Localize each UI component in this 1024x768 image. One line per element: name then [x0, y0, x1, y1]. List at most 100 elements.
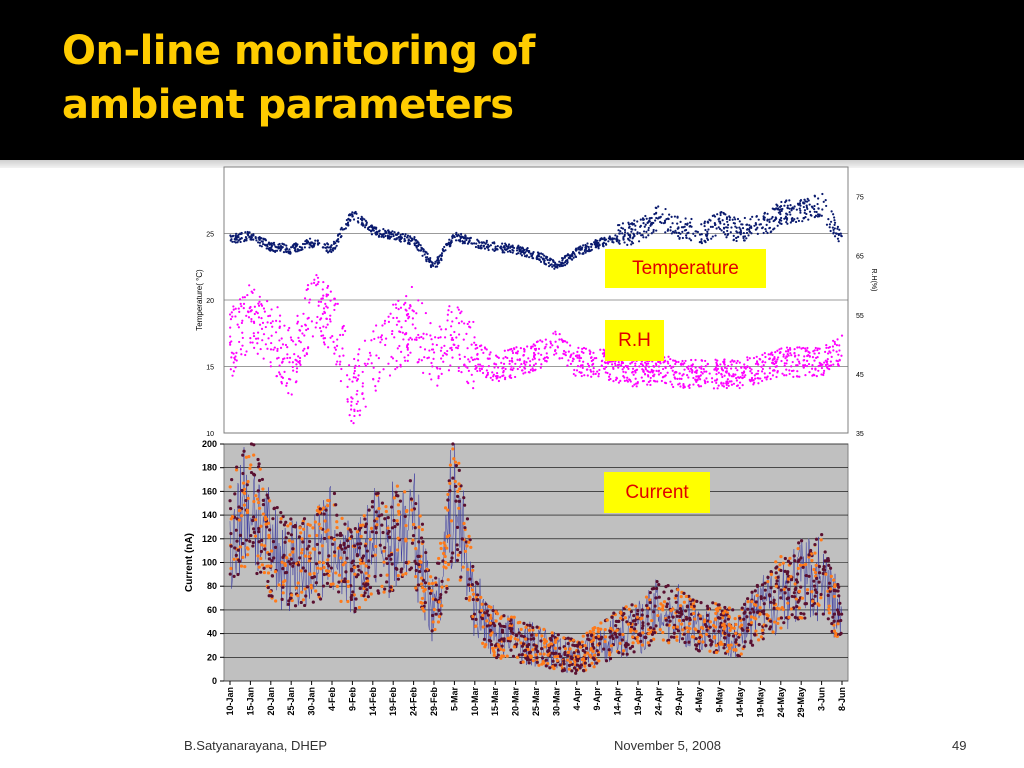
current-point: [414, 568, 418, 573]
current-point: [811, 599, 815, 603]
current-point: [816, 602, 820, 606]
current-series: [228, 442, 844, 675]
temperature-point: [288, 250, 292, 253]
temperature-point: [833, 221, 837, 224]
current-point: [237, 518, 241, 522]
temperature-point: [738, 220, 741, 223]
current-point: [430, 629, 434, 633]
temperature-point: [311, 246, 314, 249]
current-point: [359, 523, 363, 527]
temperature-point: [468, 240, 471, 243]
temperature-point: [261, 242, 265, 246]
rh-point: [229, 317, 233, 321]
current-point: [445, 586, 449, 591]
current-point: [467, 598, 471, 602]
rh-point: [379, 341, 382, 344]
current-point: [555, 658, 560, 663]
current-point: [814, 563, 818, 567]
current-point: [688, 616, 692, 620]
temperature-point: [404, 233, 407, 236]
current-point: [229, 531, 233, 536]
rh-point: [406, 359, 409, 362]
temperature-point: [483, 247, 487, 250]
temperature-point: [676, 227, 679, 230]
temperature-point: [313, 244, 316, 247]
temperature-point: [766, 212, 769, 215]
rh-point: [390, 332, 394, 336]
current-point: [671, 615, 675, 619]
current-point: [665, 602, 669, 606]
rh-point: [455, 346, 458, 349]
temperature-point: [519, 252, 522, 255]
current-point: [538, 652, 542, 656]
rh-point: [481, 371, 485, 375]
rh-point: [315, 274, 318, 277]
rh-point: [727, 384, 730, 387]
current-point: [240, 514, 244, 518]
rh-point: [787, 348, 790, 352]
temperature-point: [770, 230, 773, 233]
rh-point: [825, 365, 829, 368]
current-point: [429, 575, 433, 579]
temperature-point: [512, 246, 516, 250]
temperature-point: [788, 207, 791, 210]
rh-point: [248, 284, 251, 287]
current-point: [684, 594, 688, 599]
current-point: [256, 561, 260, 565]
temperature-point: [558, 265, 562, 268]
current-point: [826, 559, 831, 563]
current-point: [339, 556, 343, 560]
rh-point: [634, 362, 637, 365]
rh-point: [826, 352, 830, 355]
current-point: [550, 634, 555, 638]
rh-point: [766, 375, 769, 378]
temperature-point: [703, 239, 706, 242]
rh-point: [450, 348, 454, 352]
current-point: [617, 651, 621, 655]
current-point: [745, 615, 749, 619]
current-point: [527, 661, 531, 665]
temperature-point: [261, 240, 264, 243]
current-point: [742, 645, 746, 649]
rh-point: [372, 378, 375, 381]
rh-point: [266, 321, 269, 324]
rh-point: [457, 308, 460, 311]
current-point: [251, 544, 255, 548]
current-point: [575, 658, 579, 662]
current-point: [712, 635, 717, 639]
rh-point: [796, 370, 799, 373]
temperature-point: [424, 256, 428, 259]
current-point: [256, 500, 261, 505]
rh-point: [619, 379, 622, 382]
current-point: [608, 650, 612, 655]
current-point: [576, 650, 580, 654]
current-point: [826, 593, 830, 598]
rh-point: [237, 307, 240, 310]
current-point: [566, 658, 570, 662]
temperature-point: [413, 236, 416, 239]
rh-point: [602, 348, 605, 351]
current-point: [453, 479, 457, 484]
current-point: [303, 554, 307, 558]
rh-point: [333, 346, 336, 349]
temperature-point: [389, 231, 393, 234]
current-point: [397, 512, 401, 516]
rh-point: [738, 381, 742, 384]
temperature-point: [493, 241, 496, 244]
rh-point: [647, 375, 650, 378]
current-point: [754, 603, 758, 607]
current-point: [480, 602, 484, 606]
current-point: [827, 611, 831, 615]
current-point: [792, 554, 796, 558]
rh-point: [569, 344, 572, 347]
rh-point: [321, 312, 324, 315]
temperature-point: [558, 260, 561, 263]
rh-point: [687, 365, 690, 368]
rh-point: [734, 367, 738, 370]
current-point: [508, 626, 512, 630]
temperature-point: [754, 223, 758, 226]
current-point: [595, 649, 599, 653]
rh-point: [592, 351, 595, 354]
rh-point: [408, 315, 411, 318]
current-point: [251, 515, 256, 519]
